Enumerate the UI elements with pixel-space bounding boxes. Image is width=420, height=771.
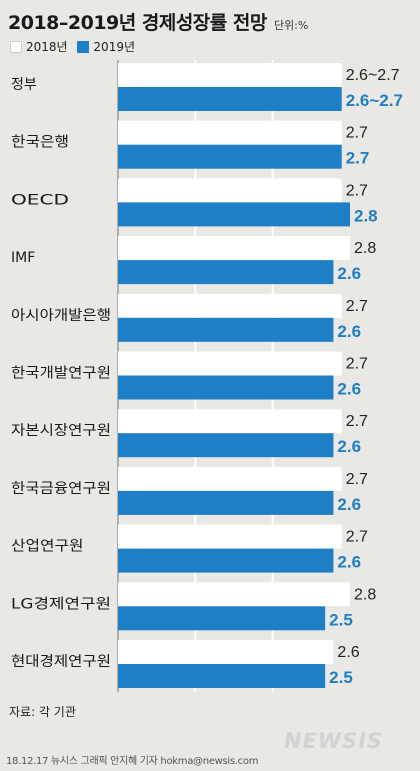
bar-2018: [118, 236, 350, 261]
bar-chart: 정부 2.6~2.7 2.6~2.7 한국은행 2.7 2.7 OECD 2.7 2.8 IMF 2…: [11, 60, 403, 692]
title-row: 2018–2019년 경제성장률 전망 단위:%: [8, 8, 308, 35]
value-label-2019: 2.5: [329, 668, 353, 687]
value-label-2018: 2.8: [354, 586, 376, 603]
category-label: 자본시장연구원: [11, 423, 111, 439]
value-label-2018: 2.7: [346, 298, 368, 315]
bar-2019: [118, 664, 326, 688]
bar-2019: [118, 260, 334, 285]
bar-2018: [118, 63, 342, 87]
bar-2018: [118, 466, 342, 491]
newsis-watermark: NEWSIS: [284, 729, 384, 753]
legend-swatch-2019: [77, 40, 90, 53]
legend-item-2019: 2019년: [77, 38, 135, 55]
value-label-2019: 2.6~2.7: [346, 91, 403, 110]
value-label-2019: 2.6: [337, 380, 361, 399]
legend-item-2018: 2018년: [10, 38, 68, 55]
value-label-2018: 2.7: [346, 529, 368, 546]
bar-2019: [118, 375, 334, 400]
category-label: LG경제연구원: [11, 596, 111, 612]
bar-2019: [118, 87, 342, 111]
bar-2019: [118, 606, 326, 631]
bar-2019: [118, 433, 334, 458]
bar-2018: [118, 293, 342, 318]
source-note: 자료: 각 기관: [9, 705, 76, 719]
bar-2019: [118, 490, 334, 515]
bar-2018: [118, 409, 342, 434]
value-label-2019: 2.6: [337, 437, 361, 456]
category-label: OECD: [11, 192, 69, 208]
bar-2018: [118, 524, 342, 549]
graphic-credit: 18.12.17 뉴시스 그래픽 안지혜 기자 hokma@newsis.com: [6, 756, 259, 767]
value-label-2018: 2.6: [337, 644, 359, 661]
category-label: 한국금융연구원: [11, 481, 111, 497]
chart-title: 2018–2019년 경제성장률 전망: [8, 12, 267, 34]
category-label: 한국은행: [11, 135, 69, 151]
legend: 2018년 2019년: [10, 38, 141, 56]
category-label: 현대경제연구원: [11, 654, 111, 670]
value-label-2018: 2.7: [346, 125, 368, 142]
bar-2019: [118, 144, 342, 169]
bar-2018: [118, 120, 342, 145]
value-label-2018: 2.6~2.7: [346, 67, 400, 84]
bar-2018: [118, 582, 350, 607]
value-label-2018: 2.7: [346, 413, 368, 430]
bar-2019: [118, 548, 334, 573]
legend-label-2019: 2019년: [93, 40, 136, 54]
value-label-2018: 2.7: [346, 182, 368, 199]
value-label-2018: 2.7: [346, 356, 368, 373]
bar-2018: [118, 351, 342, 376]
value-label-2019: 2.7: [346, 149, 370, 168]
bar-2018: [118, 178, 342, 203]
value-label-2019: 2.5: [329, 610, 353, 629]
legend-swatch-2018: [10, 40, 22, 53]
category-label: 정부: [11, 77, 37, 93]
value-label-2019: 2.6: [337, 495, 361, 514]
value-label-2019: 2.6: [337, 322, 361, 341]
value-label-2019: 2.8: [354, 206, 378, 225]
value-label-2019: 2.6: [337, 264, 361, 283]
bar-2019: [118, 317, 334, 342]
category-label: 한국개발연구원: [11, 366, 111, 382]
bar-2018: [118, 640, 334, 664]
category-label: 산업연구원: [11, 539, 84, 555]
value-label-2019: 2.6: [337, 553, 361, 572]
bar-2019: [118, 202, 350, 227]
category-label: IMF: [11, 250, 35, 266]
value-label-2018: 2.8: [354, 240, 376, 257]
legend-label-2018: 2018년: [26, 40, 68, 54]
unit-label: 단위:%: [273, 19, 309, 32]
category-label: 아시아개발은행: [11, 308, 111, 324]
value-label-2018: 2.7: [346, 471, 368, 488]
